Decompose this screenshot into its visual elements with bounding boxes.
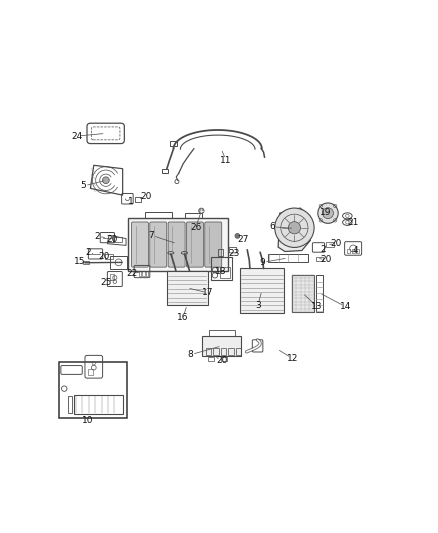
Bar [83, 261, 89, 264]
Text: 14: 14 [339, 302, 351, 311]
Text: 7: 7 [148, 231, 154, 240]
Circle shape [288, 222, 300, 234]
Text: 5: 5 [81, 182, 86, 190]
Bar [240, 269, 284, 313]
Bar [347, 249, 350, 253]
Bar [110, 274, 114, 280]
Text: 20: 20 [140, 192, 152, 201]
Bar [138, 271, 141, 276]
Bar [113, 237, 122, 242]
Text: 18: 18 [215, 268, 227, 277]
Text: 16: 16 [177, 313, 189, 322]
FancyBboxPatch shape [205, 222, 222, 267]
Bar [268, 254, 308, 262]
Bar [67, 396, 72, 414]
Text: 2: 2 [94, 232, 100, 241]
Circle shape [322, 208, 333, 219]
Polygon shape [278, 208, 311, 252]
Bar [134, 197, 141, 201]
Text: 19: 19 [320, 208, 332, 216]
Bar [221, 357, 227, 361]
Text: 23: 23 [228, 249, 239, 259]
Bar [326, 242, 334, 247]
Text: 1: 1 [128, 197, 134, 206]
Text: 20: 20 [98, 253, 110, 262]
Circle shape [275, 208, 314, 247]
Bar [228, 348, 233, 355]
Bar [219, 249, 223, 256]
Text: 20: 20 [331, 239, 342, 248]
Text: 6: 6 [269, 222, 275, 231]
Bar [213, 348, 219, 355]
Text: 20: 20 [321, 255, 332, 264]
Text: 22: 22 [127, 269, 138, 278]
Bar [352, 249, 355, 253]
Bar [74, 395, 124, 414]
Bar [316, 274, 323, 312]
Text: 2: 2 [320, 245, 326, 254]
Text: 11: 11 [220, 156, 232, 165]
Bar [88, 369, 93, 375]
Circle shape [102, 177, 109, 184]
Bar [167, 271, 208, 305]
FancyBboxPatch shape [168, 222, 185, 267]
Bar [356, 249, 359, 253]
Text: 10: 10 [82, 416, 94, 425]
Text: 3: 3 [255, 301, 261, 310]
Text: 8: 8 [187, 350, 194, 359]
Text: 2: 2 [85, 248, 91, 257]
Bar [292, 274, 314, 312]
Text: 20: 20 [107, 236, 118, 245]
Text: 25: 25 [101, 278, 112, 287]
Bar [142, 271, 145, 276]
Text: 24: 24 [71, 132, 82, 141]
Circle shape [318, 203, 338, 223]
Bar [316, 256, 323, 261]
Text: 17: 17 [202, 288, 214, 297]
Circle shape [199, 208, 204, 214]
Text: 12: 12 [287, 354, 298, 363]
Bar [206, 348, 211, 355]
Bar [170, 141, 177, 146]
Bar [220, 268, 230, 278]
Bar [185, 214, 202, 218]
Bar [128, 218, 228, 271]
Bar [211, 257, 232, 280]
Bar [59, 362, 127, 418]
Bar [105, 254, 113, 259]
FancyBboxPatch shape [150, 222, 167, 267]
Text: 9: 9 [260, 258, 265, 267]
Text: 20: 20 [216, 357, 227, 365]
Bar [209, 330, 235, 336]
Text: 26: 26 [190, 223, 201, 232]
Text: 4: 4 [352, 246, 358, 255]
Text: 27: 27 [237, 236, 249, 245]
Bar [110, 256, 127, 269]
Bar [236, 348, 241, 355]
Bar [202, 336, 241, 356]
FancyBboxPatch shape [131, 222, 148, 267]
Bar [221, 348, 226, 355]
FancyBboxPatch shape [187, 222, 203, 267]
Bar [208, 357, 214, 361]
Text: 13: 13 [311, 302, 322, 311]
Text: 21: 21 [348, 218, 359, 227]
Text: 15: 15 [74, 257, 85, 266]
Bar [146, 271, 148, 276]
Bar [162, 168, 169, 173]
Circle shape [235, 233, 240, 238]
Bar [145, 212, 172, 218]
